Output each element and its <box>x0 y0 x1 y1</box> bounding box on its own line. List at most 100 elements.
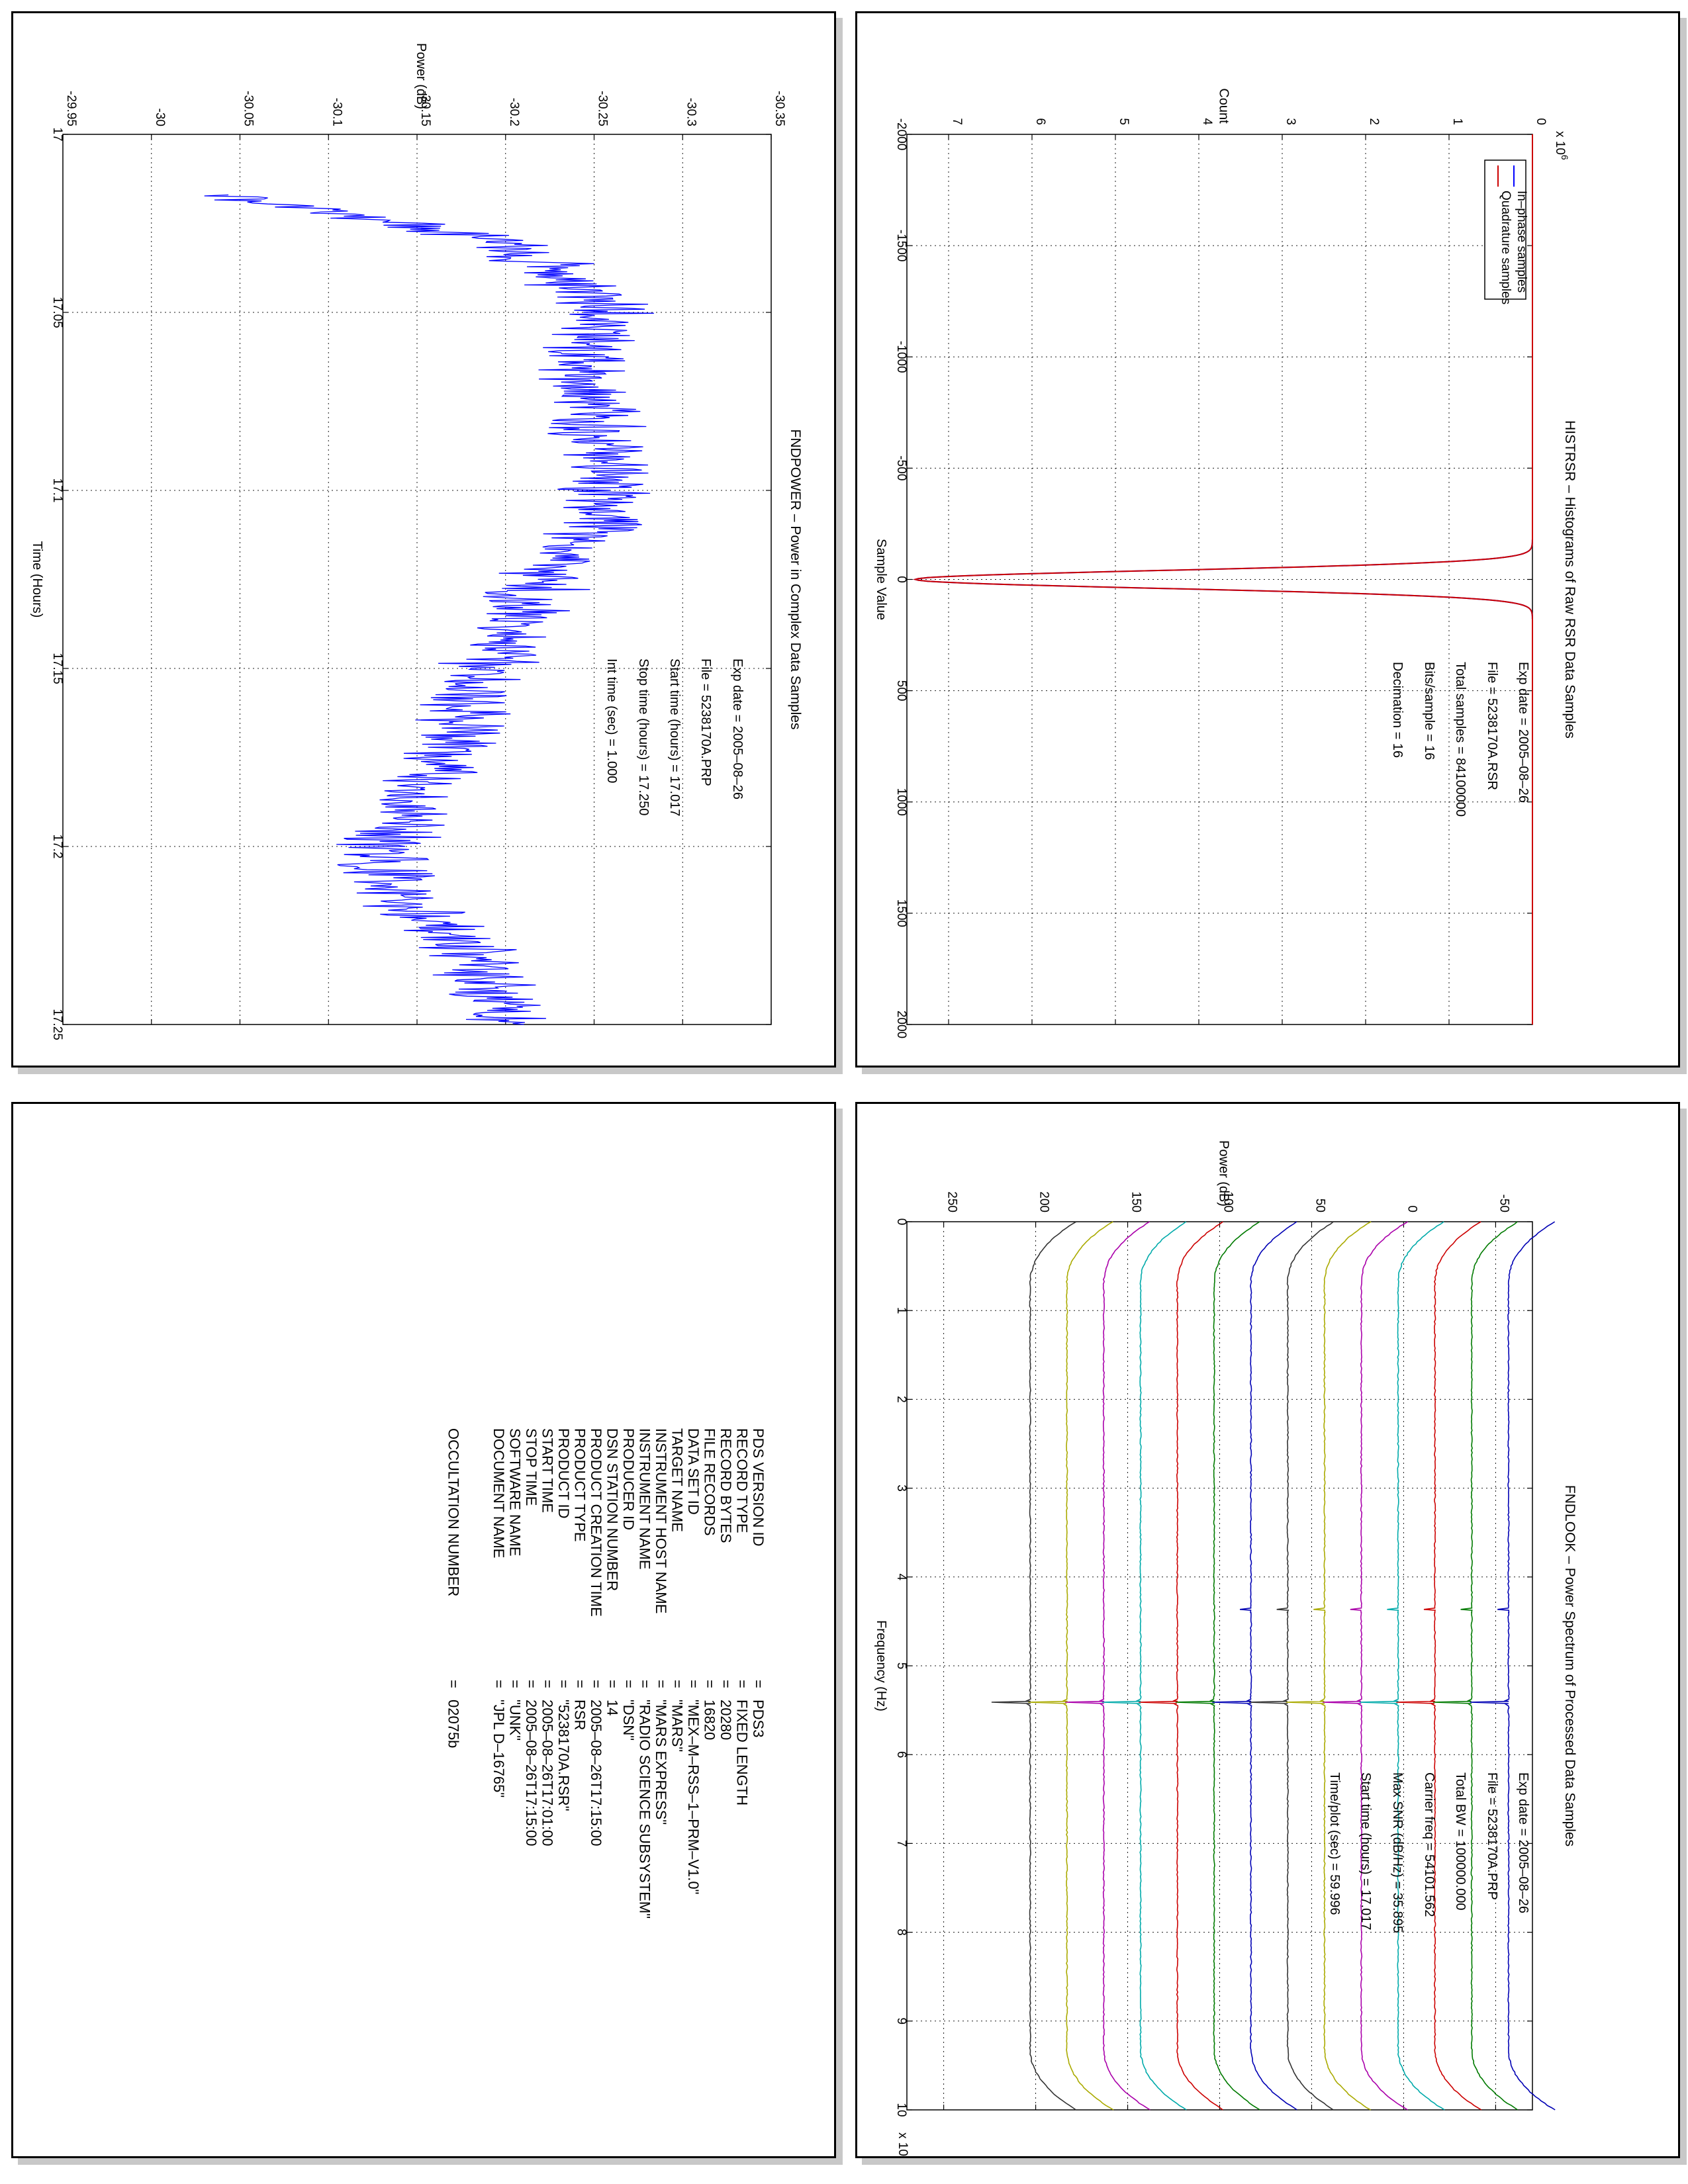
y-tick-label: 3 <box>1284 118 1297 125</box>
pds-equals: = <box>507 1680 524 1688</box>
spectrum-series-line <box>1064 1221 1150 2111</box>
y-tick-label: 4 <box>1200 118 1214 125</box>
y-tick-label: 100 <box>1221 1191 1235 1212</box>
pds-equals: = <box>653 1680 669 1688</box>
pds-equals: = <box>604 1680 621 1688</box>
y-tick-label: 6 <box>1033 118 1047 125</box>
spectrum-series-line <box>1470 1221 1556 2111</box>
info-annotation: Stop time (hours) = 17.250 <box>636 659 651 815</box>
spectrum-series-line <box>991 1221 1077 2111</box>
pds-key: PDS VERSION ID <box>750 1428 767 1546</box>
x-multiplier-base: x 10 <box>896 2132 910 2156</box>
info-annotation: Exp date = 2005–08–26 <box>730 659 745 799</box>
histrsr-chart: 0 1 2 3 4 5 6 7 -2000 -1500 -1000 -500 0 500 1000 1500 2… <box>874 88 1577 1038</box>
x-tick-label: 1000 <box>894 788 908 816</box>
y-tick-label: 50 <box>1313 1199 1327 1212</box>
pds-equals: = <box>620 1680 637 1688</box>
pds-key: INSTRUMENT HOST NAME <box>653 1428 669 1614</box>
fndpower-chart: -30.35 -30.3 -30.25 -30.2 -30.15 -30.1 -30.05 -… <box>30 43 803 1040</box>
info-annotation: Time/plot (sec) = 59.996 <box>1327 1772 1342 1915</box>
info-annotation: File = 5238170A.PRP <box>698 659 713 786</box>
pds-value: 02075b <box>445 1700 462 1748</box>
pds-key: RECORD TYPE <box>734 1428 751 1533</box>
y-tick-label: 1 <box>1450 118 1464 125</box>
y-multiplier-exponent: 6 <box>1560 155 1570 160</box>
y-tick-label: 250 <box>945 1191 959 1212</box>
y-tick-label: 200 <box>1037 1191 1051 1212</box>
pds-equals: = <box>572 1680 588 1688</box>
x-tick-label: 4 <box>894 1574 908 1581</box>
pds-label-page: PDS VERSION ID = PDS3 RECORD TYPE = FIXED LEN… <box>11 1102 836 2158</box>
chart-title: HISTRSR – Histograms of Raw RSR Data Sam… <box>1562 420 1577 739</box>
pds-value: 2005–08–26T17:15:00 <box>588 1700 604 1846</box>
pds-equals: = <box>491 1680 507 1688</box>
x-tick-label: 9 <box>894 2018 908 2025</box>
y-axis-label: Power (dB) <box>414 43 428 109</box>
pds-value: 20280 <box>718 1700 734 1740</box>
x-multiplier: x 104 <box>896 2132 913 2156</box>
y-tick-label: 2 <box>1367 118 1381 125</box>
y-tick-label: 150 <box>1129 1191 1143 1212</box>
y-multiplier-base: x 10 <box>1553 131 1567 155</box>
y-tick-label: -30.2 <box>507 98 521 126</box>
spectrum-series-line <box>1175 1221 1260 2111</box>
x-tick-label: 17.15 <box>50 653 64 684</box>
info-annotation: Exp date = 2005–08–26 <box>1516 1772 1530 1913</box>
fndpower-page: -30.35 -30.3 -30.25 -30.2 -30.15 -30.1 -30.05 -… <box>11 11 836 1068</box>
x-tick-label: 1 <box>894 1307 908 1314</box>
x-tick-label: 1500 <box>894 899 908 927</box>
plot-frame <box>62 134 772 1025</box>
x-tick-label: 17 <box>50 127 64 141</box>
x-tick-label: 17.05 <box>50 296 64 328</box>
chart-title: FNDPOWER – Power in Complex Data Samples <box>788 430 803 730</box>
x-axis-label: Frequency (Hz) <box>874 1620 888 1711</box>
x-tick-label: 0 <box>894 576 908 583</box>
x-tick-label: 17.25 <box>50 1009 64 1040</box>
x-tick-label: 7 <box>894 1840 908 1847</box>
info-annotation: Carrier freq = 54101.562 <box>1422 1772 1436 1917</box>
y-axis-label: Count <box>1217 88 1231 124</box>
info-annotation: Total BW = 100000.000 <box>1453 1772 1468 1910</box>
x-tick-label: 2000 <box>894 1011 908 1038</box>
plot-frame <box>906 1221 1533 2111</box>
pds-key: INSTRUMENT NAME <box>637 1428 653 1570</box>
pds-value: "MEX–M–RSS–1–PRM–V1.0" <box>685 1700 702 1894</box>
fndlook-page: -50 0 50 100 150 200 250 0 1 2 3 4 5 6 7 8 9 10 x 104 FNDLO… <box>855 1102 1680 2158</box>
x-tick-label: 6 <box>894 1751 908 1758</box>
y-tick-label: -50 <box>1497 1195 1511 1212</box>
y-tick-label: -30 <box>153 109 167 126</box>
pds-value: "RADIO SCIENCE SUBSYSTEM" <box>637 1700 653 1919</box>
pds-label-listing: PDS VERSION ID = PDS3 RECORD TYPE = FIXED LEN… <box>445 1428 767 1919</box>
pds-key: DSN STATION NUMBER <box>604 1428 621 1591</box>
x-tick-label: -1000 <box>894 341 908 373</box>
pds-equals: = <box>702 1680 718 1688</box>
info-annotation: Start time (hours) = 17.017 <box>1358 1772 1373 1930</box>
pds-value: "MARS" <box>669 1700 686 1752</box>
pds-value: PDS3 <box>750 1700 767 1737</box>
y-tick-label: -30.1 <box>330 98 344 126</box>
info-annotation: File = 5238170A.PRP <box>1485 1772 1499 1900</box>
pds-key: FILE RECORDS <box>702 1428 718 1536</box>
pds-value: "UNK" <box>507 1700 524 1741</box>
y-tick-label: -30.3 <box>684 98 698 126</box>
x-tick-label: 17.1 <box>50 478 64 503</box>
y-tick-label: -30.25 <box>596 91 610 126</box>
legend-label: In–phase samples <box>1515 191 1528 293</box>
info-annotation: Exp date = 2005–08–26 <box>1516 662 1530 803</box>
y-tick-label: -29.95 <box>64 91 78 126</box>
x-tick-label: 0 <box>894 1218 908 1226</box>
pds-key: STOP TIME <box>523 1428 539 1506</box>
info-annotation: File = 5238170A.RSR <box>1485 662 1499 790</box>
pds-key: PRODUCT CREATION TIME <box>588 1428 604 1617</box>
info-annotation: Total samples = 84100000 <box>1453 662 1468 817</box>
pds-equals: = <box>523 1680 539 1688</box>
spectrum-series-line <box>1028 1221 1114 2111</box>
pds-key: RECORD BYTES <box>718 1428 734 1543</box>
pds-key: PRODUCT TYPE <box>572 1428 588 1542</box>
pds-key: TARGET NAME <box>669 1428 686 1532</box>
pds-value: "JPL D–16765" <box>491 1700 507 1797</box>
spectrum-series-line <box>1212 1221 1297 2111</box>
y-tick-label: 0 <box>1534 118 1548 125</box>
y-tick-label: -30.35 <box>773 91 786 126</box>
spectrum-series-line <box>1286 1221 1372 2111</box>
